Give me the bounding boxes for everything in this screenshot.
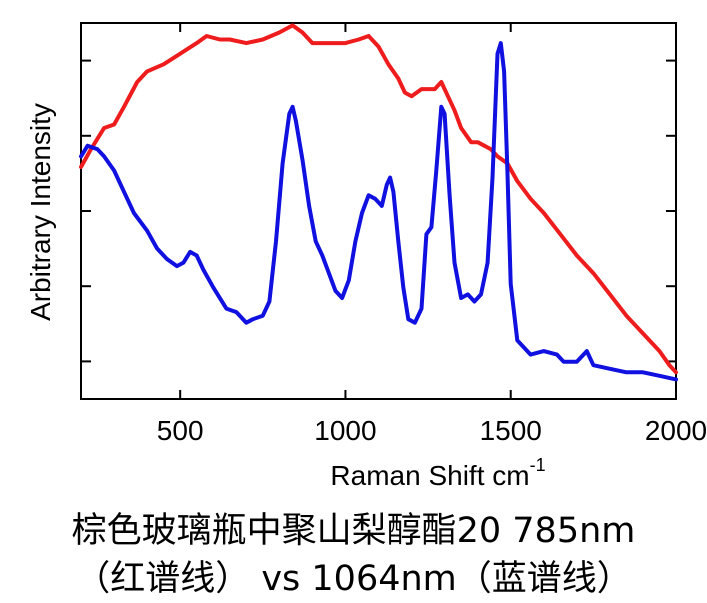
- x-tick-label-1000: 1000: [314, 415, 376, 446]
- series-line-blue: [79, 41, 678, 382]
- series-lines: [79, 23, 678, 382]
- y-axis-label: Arbitrary Intensity: [25, 103, 56, 321]
- caption-line-2: （红谱线） vs 1064nm（蓝谱线）: [75, 559, 632, 599]
- axis-ticks: [81, 23, 677, 399]
- x-axis-label-superscript: -1: [530, 455, 546, 475]
- x-tick-label-2000: 2000: [645, 415, 707, 446]
- x-axis-label-main: Raman Shift cm: [330, 460, 529, 491]
- raman-chart: 500 1000 1500 2000 Arbitrary Intensity Rama…: [25, 22, 707, 491]
- caption-line-1: 棕色玻璃瓶中聚山梨醇酯20 785nm: [71, 511, 636, 551]
- series-line-red: [79, 23, 678, 375]
- x-axis-label: Raman Shift cm-1: [330, 455, 545, 491]
- plot-frame: [80, 22, 677, 400]
- x-tick-label-500: 500: [157, 415, 204, 446]
- x-tick-label-1500: 1500: [480, 415, 542, 446]
- x-tick-labels: 500 1000 1500 2000: [157, 415, 707, 446]
